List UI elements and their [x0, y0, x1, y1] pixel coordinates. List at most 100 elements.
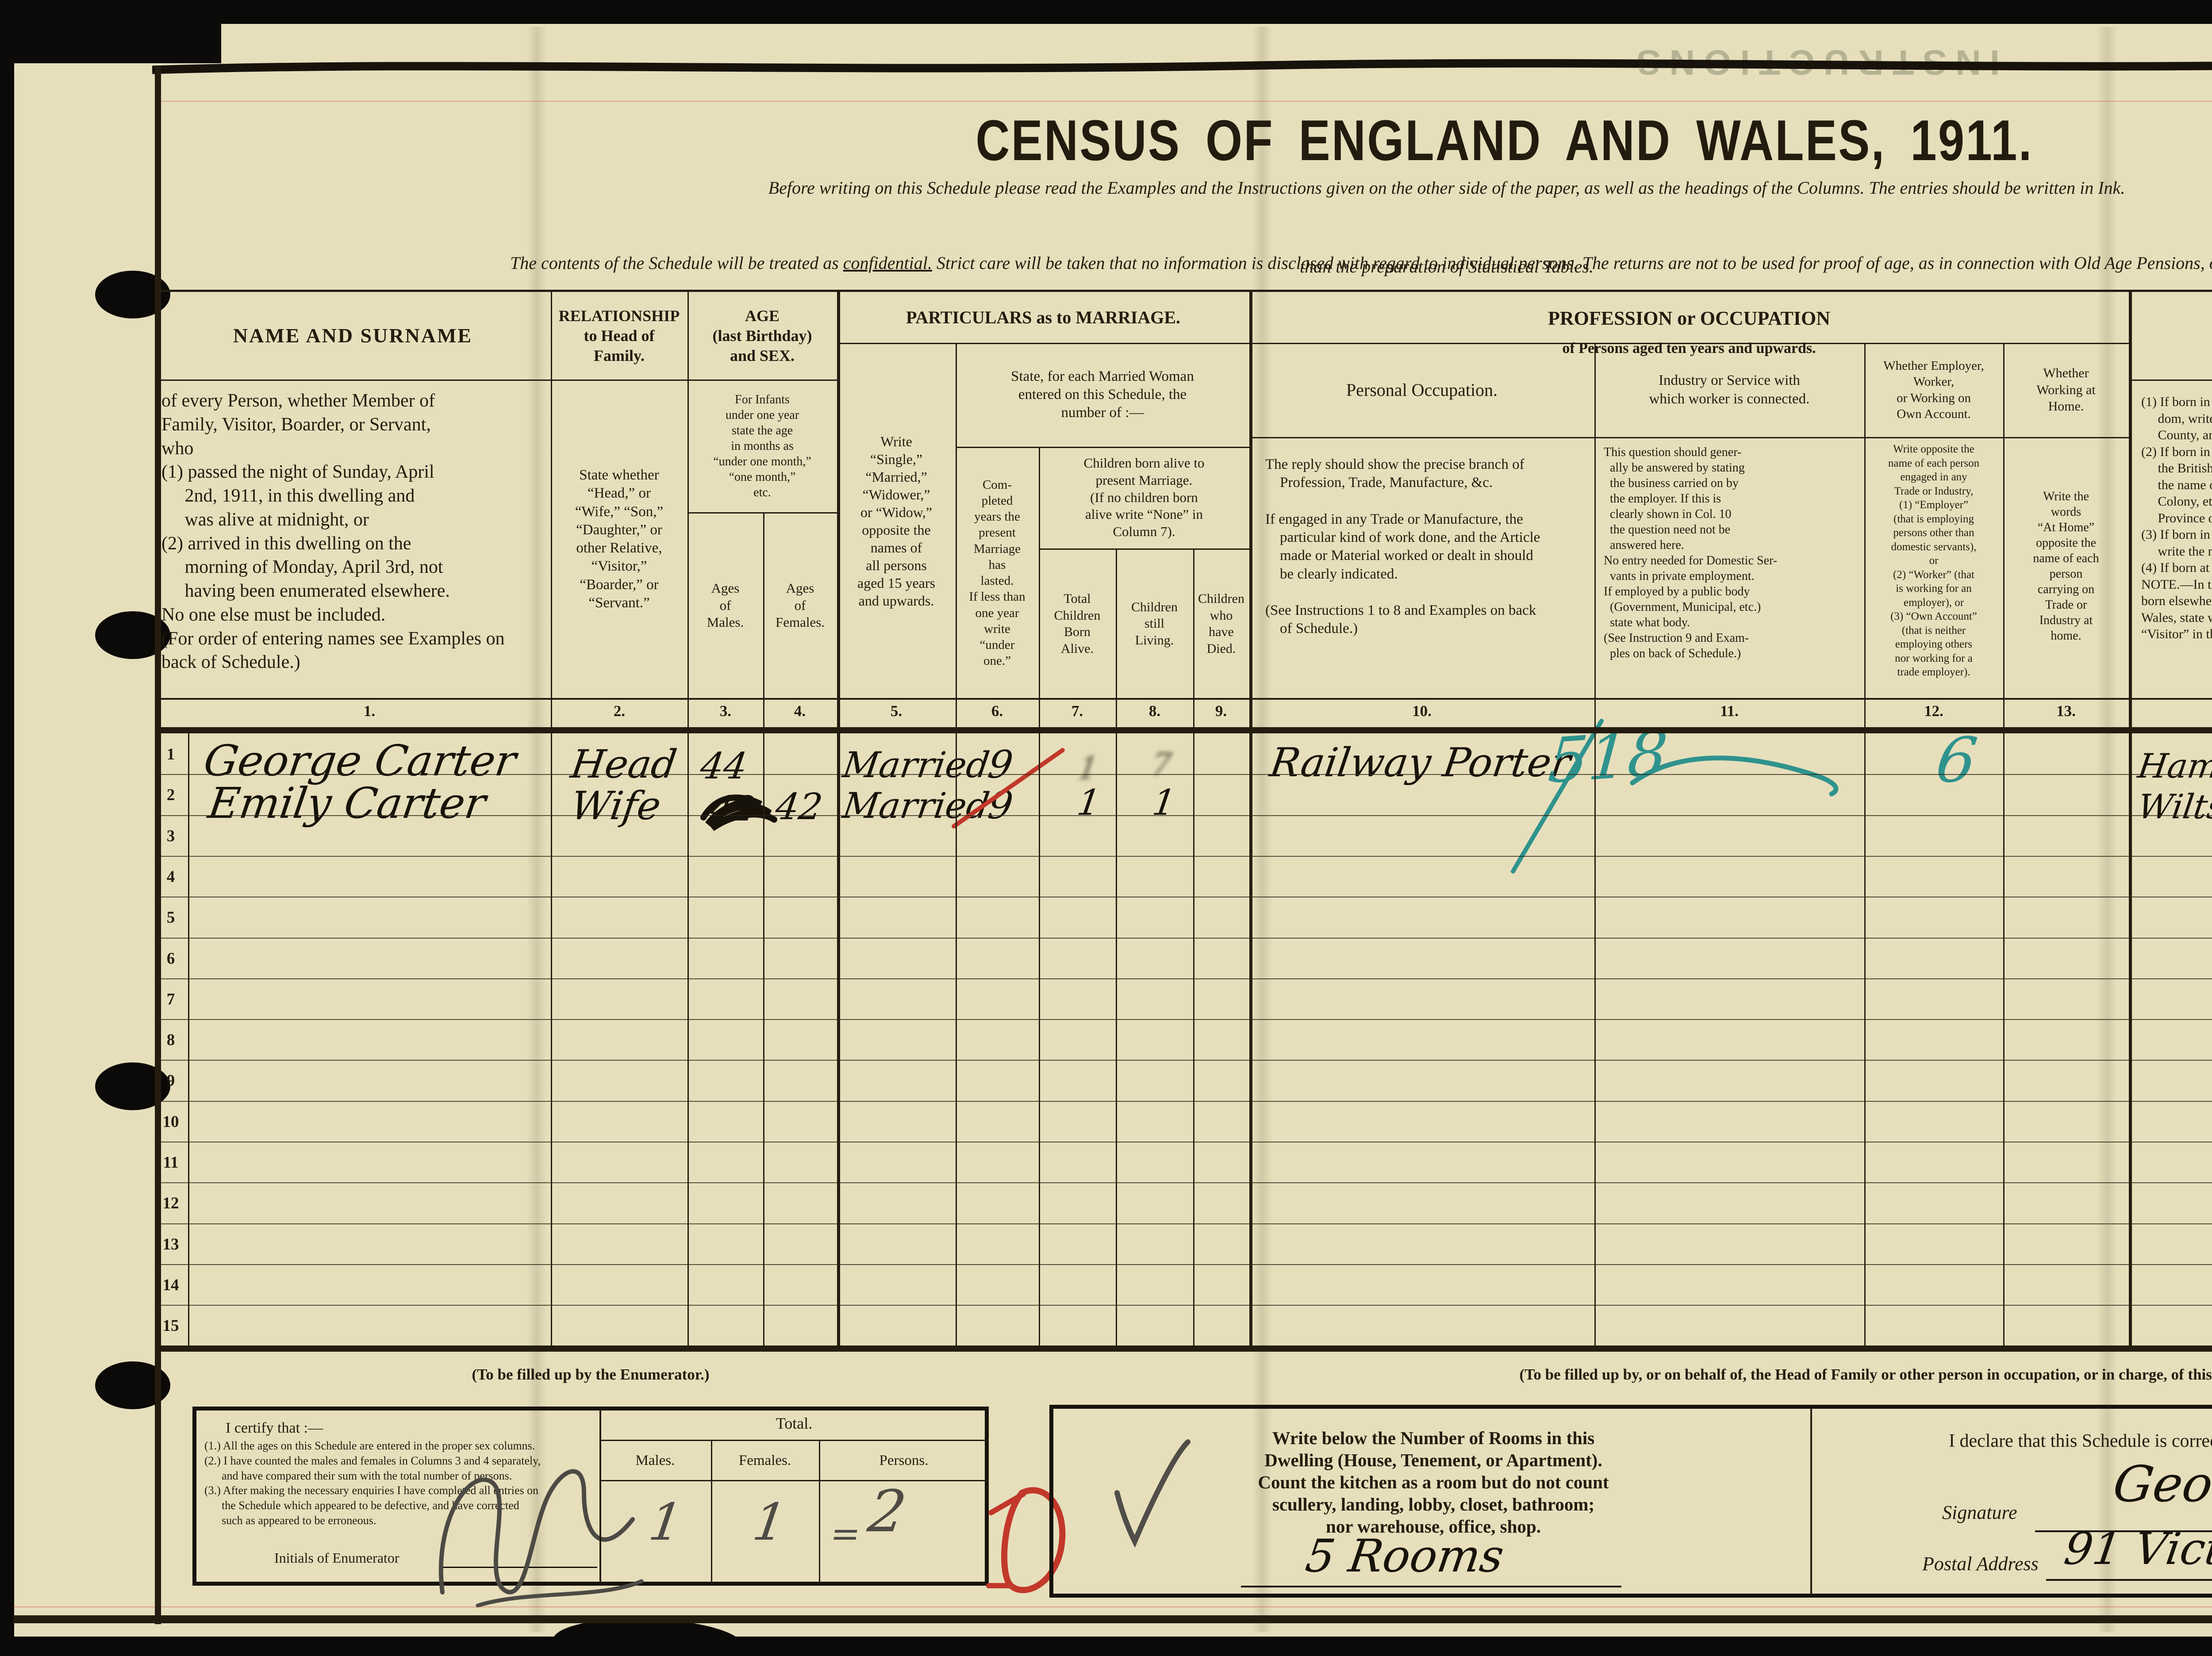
initials-label: Initials of Enumerator	[274, 1550, 399, 1566]
scribble-strikeout	[700, 794, 777, 831]
declaration-text: I declare that this Schedule is correctl…	[1948, 1431, 2212, 1451]
form-title: CENSUS OF ENGLAND AND WALES, 1911.	[975, 108, 2033, 172]
head-family-box	[1049, 1405, 2212, 1598]
grid-line	[956, 447, 1249, 448]
col-header-children-total: Total Children Born Alive.	[1054, 591, 1101, 656]
paper-crease	[2097, 27, 2117, 1632]
col-header-children-died: Children who have Died.	[1198, 591, 1244, 656]
entry-relationship-row2: Wife	[568, 783, 664, 828]
entry-condition-row1: Married	[840, 744, 992, 786]
signature-value: George Carter	[2109, 1456, 2212, 1513]
grid-line	[156, 1305, 2212, 1306]
redaction-box	[0, 11, 221, 63]
grid-line	[156, 1060, 2212, 1061]
group-header-marriage: PARTICULARS as to MARRIAGE.	[906, 307, 1181, 327]
certify-label: I certify that :—	[226, 1420, 323, 1436]
grid-line	[155, 698, 2212, 700]
col-header-at-home: Whether Working at Home.	[2036, 366, 2096, 414]
females-label: Females.	[738, 1453, 791, 1468]
initials-line	[442, 1567, 597, 1568]
grid-line	[599, 1440, 989, 1441]
row-number: 11	[163, 1154, 179, 1172]
row-number: 15	[162, 1317, 179, 1335]
entry-smudge-children-living-row1: 7	[1149, 747, 1174, 783]
grid-line	[155, 727, 2212, 733]
grid-line	[13, 1615, 2212, 1623]
grid-line	[599, 1409, 601, 1583]
entry-name-row1: George Carter	[200, 736, 519, 786]
col-header-children-living: Children still Living.	[1131, 599, 1178, 648]
persons-label: Persons.	[879, 1453, 929, 1468]
grid-line	[156, 1264, 2212, 1265]
col-body-birthplace: (1) If born in the United King- dom, wri…	[2141, 395, 2212, 641]
postal-address-label: Postal Address	[1922, 1553, 2039, 1575]
col-body-name: of every Person, whether Member of Famil…	[161, 391, 505, 673]
entry-age-row1: 44	[698, 745, 750, 787]
col-body-occupation: The reply should show the precise branch…	[1265, 456, 1540, 637]
column-number: 6.	[991, 702, 1003, 720]
grid-line	[155, 65, 161, 1624]
confidential-underlined: confidential.	[843, 253, 932, 273]
col-body-industry: This question should gener- ally be answ…	[1604, 445, 1778, 660]
grid-line	[1249, 292, 1252, 1351]
column-number: 1.	[363, 702, 376, 720]
col-header-years-married: Com- pleted years the present Marriage h…	[969, 477, 1025, 668]
scan-edge-bottom	[0, 1637, 2212, 1656]
row-number: 14	[162, 1276, 179, 1294]
column-number: 2.	[613, 702, 626, 720]
head-family-section-header: (To be filled up by, or on behalf of, th…	[1519, 1366, 2212, 1383]
confidential-line1: The contents of the Schedule will be tre…	[510, 253, 2212, 273]
row-number: 7	[166, 990, 175, 1008]
col-header-birthplace: BIRTHPLACE of every person.	[2129, 292, 2212, 380]
grid-line	[1249, 343, 2129, 344]
note-children-born: Children born alive to present Marriage.…	[1083, 455, 1205, 540]
col-header-age-males: Ages of Males.	[707, 580, 744, 630]
grid-line	[837, 343, 1249, 344]
col-body-age: For Infants under one year state the age…	[713, 392, 811, 499]
col-header-relationship: RELATIONSHIP to Head of Family.	[558, 307, 680, 364]
column-number: 12.	[1924, 702, 1943, 720]
confidential-line2: than the preparation of Statistical Tabl…	[1300, 257, 1594, 276]
entry-birthplace-row2: Wiltshire Semley	[2135, 787, 2212, 826]
signature-line	[2035, 1530, 2212, 1532]
row-number: 9	[166, 1072, 175, 1090]
row-number: 10	[162, 1113, 179, 1131]
form-subtitle: Before writing on this Schedule please r…	[768, 178, 2125, 198]
postal-address-line	[2046, 1579, 2212, 1581]
grid-line	[156, 1223, 2212, 1224]
entry-age-row2: 42	[773, 786, 825, 828]
grid-line	[2129, 292, 2132, 1351]
grid-line	[1116, 548, 1117, 1351]
rooms-value: 5 Rooms	[1302, 1530, 1507, 1583]
grid-line	[1193, 548, 1194, 1351]
grid-line	[156, 1019, 2212, 1020]
col-body-at-home: Write the words “At Home” opposite the n…	[2033, 490, 2099, 643]
grid-line	[687, 512, 837, 514]
enumerator-box	[192, 1407, 989, 1586]
males-label: Males.	[635, 1453, 675, 1468]
col-header-employer: Whether Employer, Worker, or Working on …	[1883, 359, 1984, 421]
column-number: 13.	[2056, 702, 2076, 720]
column-number: 3.	[719, 702, 732, 720]
grid-line	[1249, 437, 2129, 438]
grid-line	[1810, 1407, 1812, 1595]
col-header-occupation: Personal Occupation.	[1346, 380, 1498, 400]
enumerator-section-header: (To be filled up by the Enumerator.)	[472, 1366, 710, 1383]
grid-line	[2129, 380, 2212, 381]
scan-edge-top	[0, 0, 2212, 24]
total-label: Total.	[776, 1414, 813, 1432]
col-header-age-females: Ages of Females.	[775, 580, 825, 630]
rooms-instruction: Write below the Number of Rooms in this …	[1258, 1428, 1609, 1537]
column-number: 10.	[1412, 702, 1432, 720]
col-body-marital-condition: Write “Single,” “Married,” “Widower,” or…	[857, 433, 935, 609]
grid-line	[551, 292, 552, 1351]
column-number: 4.	[794, 702, 806, 720]
note-married-woman: State, for each Married Woman entered on…	[1011, 368, 1194, 421]
row-number: 13	[162, 1235, 179, 1254]
check-mark-icon	[1114, 1439, 1190, 1548]
grid-line	[156, 856, 2212, 857]
column-number: 9.	[1215, 702, 1227, 720]
grid-line	[1039, 447, 1040, 1351]
red-margin-rule-bottom	[13, 1606, 2212, 1607]
col-header-age: AGE (last Birthday) and SEX.	[712, 307, 812, 364]
